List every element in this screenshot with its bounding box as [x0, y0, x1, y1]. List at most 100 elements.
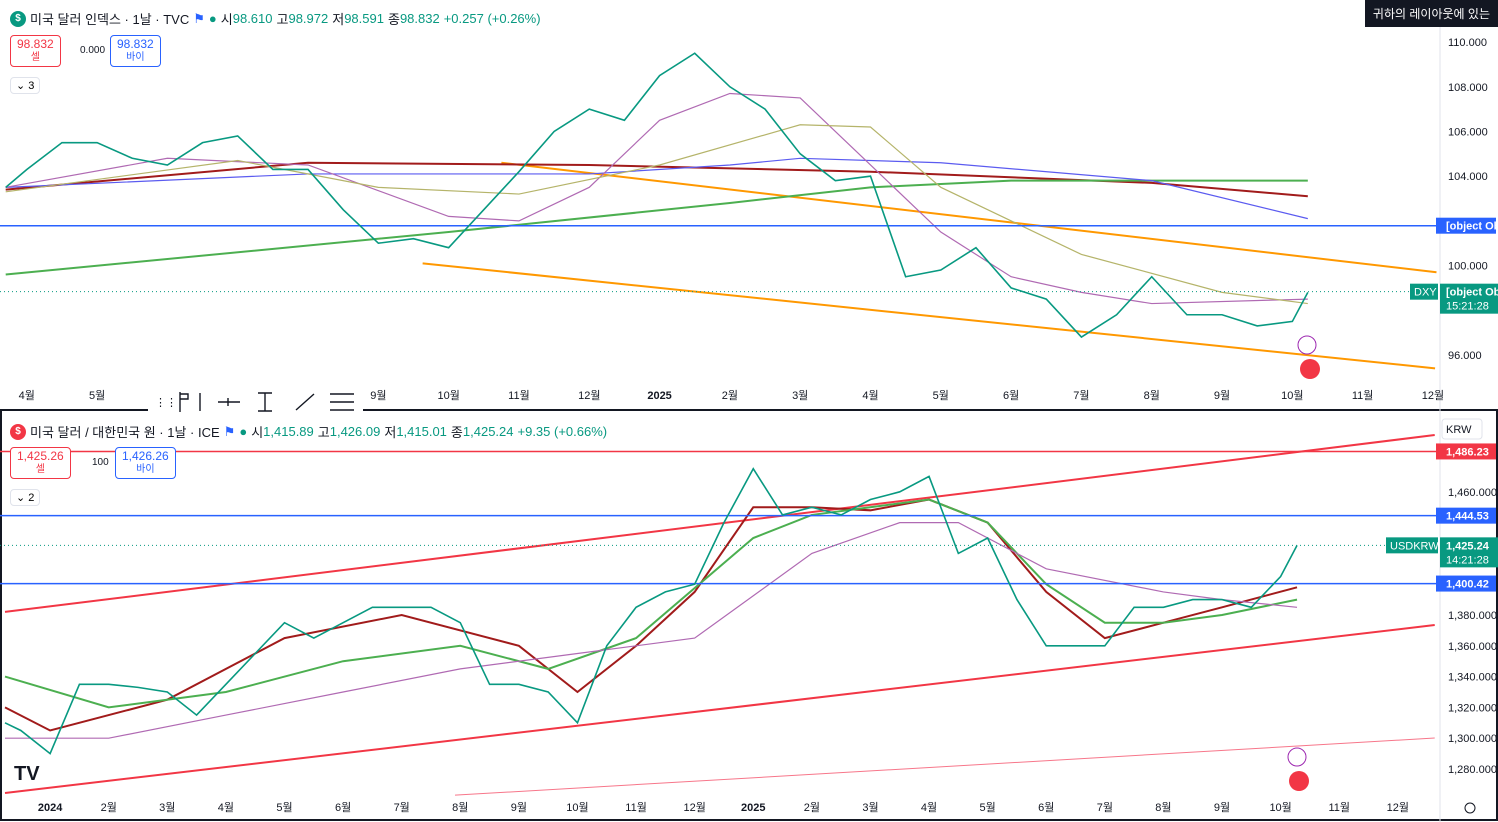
x-tick-label: 12월 [1422, 389, 1444, 402]
last-price: [object Object] [1446, 287, 1498, 299]
currency: KRW [1446, 424, 1472, 436]
x-tick-label: 6월 [1003, 389, 1019, 402]
symbol: DXY [1414, 287, 1437, 299]
ohlc-value: 98.972 [288, 11, 329, 26]
logo: TV [14, 763, 40, 785]
x-tick-label: 7월 [394, 801, 410, 814]
indicator-toggle[interactable]: ⌄ 2 [10, 489, 41, 506]
x-tick-label: 5월 [276, 801, 292, 814]
x-tick-label: 5월 [933, 389, 949, 402]
symbol-icon: $ [10, 10, 26, 27]
trendline [454, 737, 1435, 796]
last-price-box [1440, 283, 1498, 314]
x-tick-label: 11월 [1328, 801, 1350, 814]
buy-price: 1,426.26 [122, 449, 169, 463]
flag[interactable]: ⚑ [193, 10, 205, 26]
x-tick-label: 4월 [921, 801, 937, 814]
buy-label: 바이 [126, 52, 145, 63]
y-tick-label: 96.000 [1448, 350, 1482, 362]
y-tick-label: 1,460.000 [1448, 487, 1497, 499]
event-icon[interactable] [1297, 335, 1317, 355]
price-level-box [1436, 443, 1496, 460]
countdown: 15:21:28 [1446, 301, 1489, 313]
x-tick-label: 5월 [980, 801, 996, 814]
moving-average [5, 124, 1308, 305]
ohlc-value: 1,415.01 [396, 424, 447, 439]
ohlc-name: 종 [450, 425, 463, 440]
price-level-box [1436, 575, 1496, 592]
x-tick-label: 7월 [1073, 389, 1089, 402]
ohlc-name: 고 [276, 12, 289, 27]
x-tick-label: 4월 [218, 801, 234, 814]
status-dot: ● [208, 11, 217, 26]
y-tick-label: 1,280.000 [1448, 764, 1497, 776]
ohlc-value: 98.832 [399, 11, 440, 26]
flag-icon[interactable] [1300, 359, 1320, 379]
symbol-box [1410, 283, 1438, 300]
x-tick-label: 7월 [1097, 801, 1113, 814]
y-tick-label: 106.000 [1448, 126, 1488, 138]
indicator-count: 3 [28, 80, 35, 92]
price-level-label: 1,400.42 [1446, 579, 1489, 591]
x-tick-label: 5월 [89, 389, 105, 402]
price-line [5, 52, 1309, 339]
symbol: USDKRW [1390, 540, 1439, 552]
moving-average [5, 522, 1298, 739]
flag-icon[interactable] [1289, 771, 1309, 791]
x-tick-label: 9월 [370, 389, 386, 402]
buy-label: 바이 [136, 464, 155, 475]
indicator-count: 2 [28, 492, 35, 504]
ohlc-name: 종 [387, 12, 400, 27]
change: +9.35 (+0.66%) [517, 424, 608, 439]
x-tick-label: 12월 [578, 389, 600, 402]
currency-box [1441, 418, 1483, 440]
trendline [4, 434, 1435, 613]
sell-label: 셀 [35, 464, 45, 475]
tool-icons[interactable] [179, 392, 354, 412]
ohlc-name: 시 [220, 12, 233, 27]
last-price-box [1440, 537, 1498, 568]
sell-button[interactable]: 98.832 셀 [10, 35, 61, 67]
buy-button[interactable]: 1,426.26 바이 [115, 447, 176, 479]
x-tick-label: 8월 [1144, 389, 1160, 402]
x-tick-label: 9월 [1214, 801, 1230, 814]
tooltip: 귀하의 레이아웃에 있는 [1364, 0, 1498, 27]
x-tick-label: 9월 [1214, 389, 1230, 402]
y-tick-label: 1,380.000 [1448, 610, 1497, 622]
x-tick-label: 4월 [19, 389, 35, 402]
trendline [501, 161, 1437, 274]
y-tick-label: 1,320.000 [1448, 702, 1497, 714]
symbol-box [1386, 537, 1438, 554]
x-tick-label: 6월 [335, 801, 351, 814]
x-tick-label: 11월 [625, 801, 647, 814]
moving-average [5, 92, 1308, 305]
x-tick-label: 3월 [792, 389, 808, 402]
price-level-box [1436, 217, 1496, 234]
x-tick-label: 2025 [647, 390, 671, 402]
toolbar[interactable]: ⋮⋮ [148, 386, 363, 416]
settings-icon[interactable] [1464, 802, 1476, 814]
ohlc-value: 98.610 [232, 11, 273, 26]
y-tick-label: 1,300.000 [1448, 733, 1497, 745]
x-tick-label: 6월 [1038, 801, 1054, 814]
title: 미국 달러 인덱스 · 1날 · TVC [30, 12, 190, 27]
buy-button[interactable]: 98.832 바이 [110, 35, 161, 67]
flag[interactable]: ⚑ [223, 423, 236, 439]
ohlc-name: 시 [251, 425, 264, 440]
buy-price: 98.832 [117, 37, 154, 51]
price-line [4, 467, 1298, 755]
sell-button[interactable]: 1,425.26 셀 [10, 447, 71, 479]
indicator-toggle[interactable]: ⌄ 3 [10, 77, 41, 94]
x-tick-label: 3월 [862, 801, 878, 814]
title: 미국 달러 / 대한민국 원 · 1날 · ICE [30, 425, 220, 440]
ohlc-name: 고 [317, 425, 330, 440]
sell-label: 셀 [30, 52, 40, 63]
ohlc-name: 저 [384, 425, 397, 440]
event-icon[interactable] [1287, 747, 1307, 767]
trendline [422, 262, 1436, 370]
price-level-label: [object Object] [1446, 221, 1498, 233]
sell-price: 1,425.26 [17, 449, 64, 463]
y-tick-label: 100.000 [1448, 261, 1488, 273]
